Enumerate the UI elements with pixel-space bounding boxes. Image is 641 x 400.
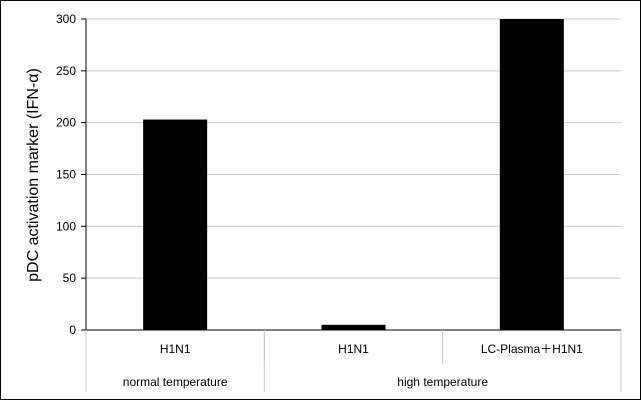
group-labels: normal temperature high temperature (123, 375, 489, 389)
category-label: H1N1 (338, 342, 369, 356)
bar (143, 119, 208, 330)
bar (321, 324, 386, 330)
y-tick-label: 250 (56, 64, 76, 78)
category-label: LC-Plasma＋H1N1 (481, 342, 583, 356)
y-tick-label: 50 (63, 271, 77, 285)
group-label: normal temperature (123, 375, 228, 389)
y-tick-label: 150 (56, 168, 76, 182)
y-tick-label: 0 (69, 323, 76, 337)
y-tick-label: 200 (56, 116, 76, 130)
y-tick-label: 100 (56, 219, 76, 233)
bar (499, 19, 564, 330)
y-axis-ticks: 0 50 100 150 200 250 300 (56, 12, 86, 337)
category-label: H1N1 (160, 342, 191, 356)
category-labels: H1N1 H1N1 LC-Plasma＋H1N1 (160, 342, 583, 356)
axes (85, 19, 622, 392)
y-axis-label: pDC activation marker (IFN-α) (25, 68, 42, 282)
group-label: high temperature (397, 375, 488, 389)
y-tick-label: 300 (56, 12, 76, 26)
bars (143, 19, 564, 330)
